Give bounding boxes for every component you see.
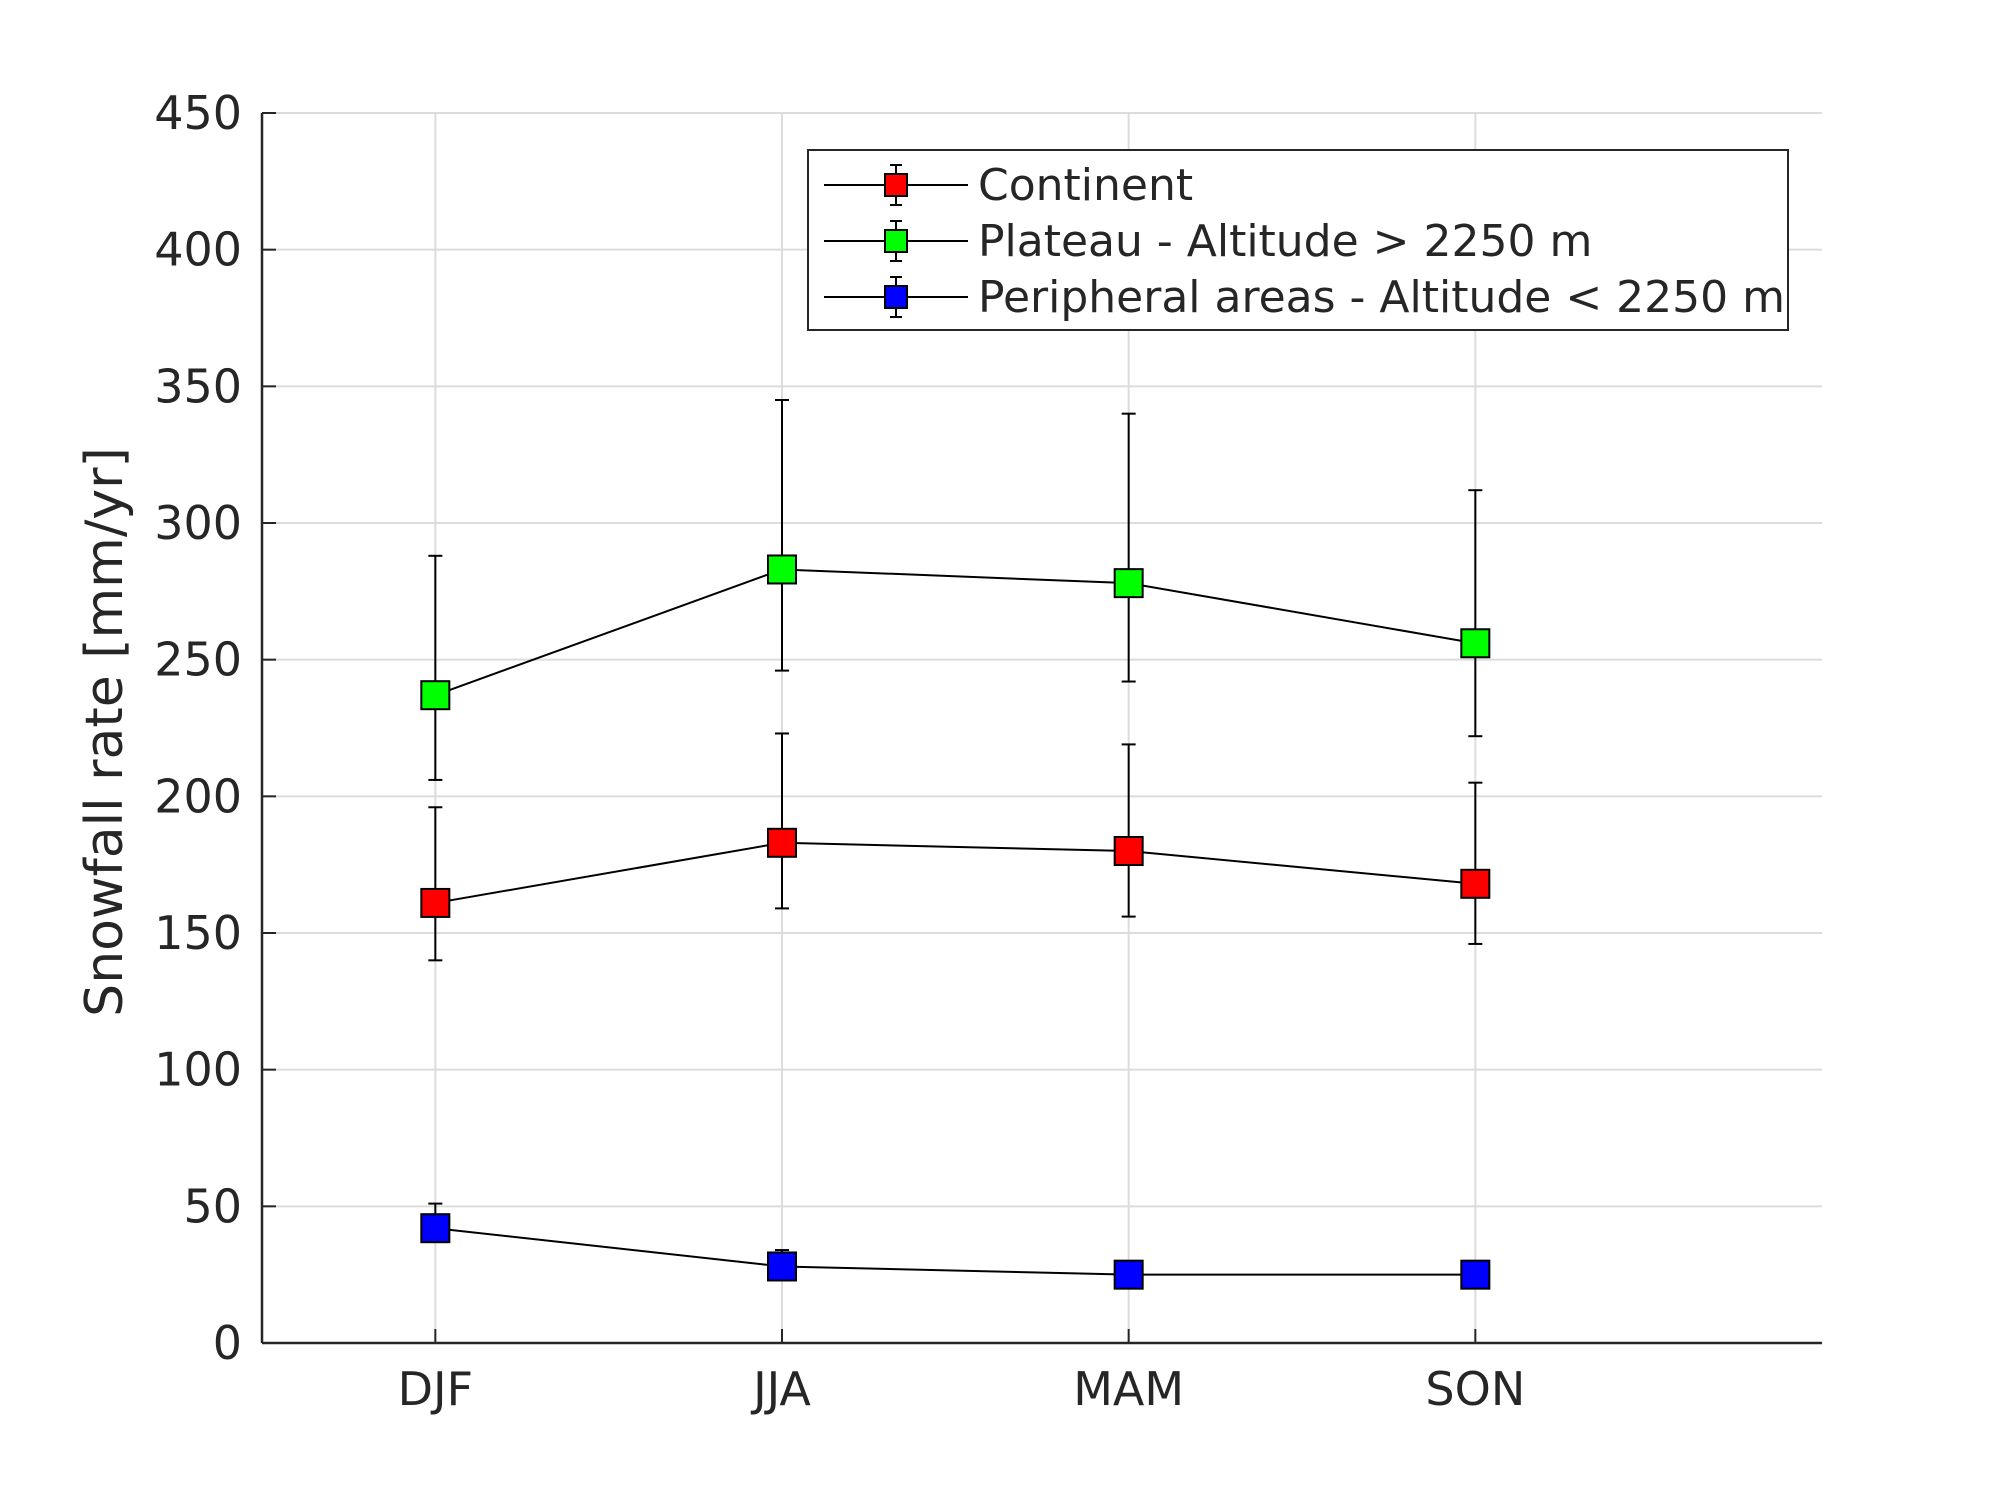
data-point	[1113, 836, 1144, 866]
data-point	[767, 1251, 797, 1282]
data-point	[1113, 568, 1144, 599]
y-tick-label: 200	[154, 769, 242, 823]
legend-label: Plateau - Altitude > 2250 m	[978, 216, 1592, 267]
data-point	[420, 1213, 451, 1244]
legend-item: Continent	[824, 160, 1193, 211]
x-tick-labels: DJF JJA MAM SON	[398, 1362, 1526, 1416]
y-tick-label: 250	[154, 633, 242, 687]
data-point	[1460, 628, 1491, 659]
y-tick-label: 350	[154, 359, 242, 413]
y-tick-label: 400	[154, 223, 242, 277]
legend-marker	[884, 173, 908, 197]
x-tick-label: MAM	[1073, 1362, 1184, 1416]
series-1	[420, 732, 1491, 962]
data-point	[1460, 868, 1491, 899]
legend-label: Continent	[978, 160, 1193, 211]
series-2	[420, 399, 1491, 781]
data-point	[420, 887, 451, 918]
series-line	[435, 1227, 1476, 1276]
y-tick-labels: 0 50 100 150 200 250 300 350 400 450	[154, 86, 242, 1370]
data-point	[767, 827, 797, 858]
data-point	[1113, 1259, 1144, 1290]
legend-label: Peripheral areas - Altitude < 2250 m	[978, 272, 1785, 323]
y-tick-label: 50	[183, 1179, 242, 1233]
y-tick-label: 300	[154, 496, 242, 550]
y-tick-label: 100	[154, 1043, 242, 1097]
legend-marker	[884, 229, 908, 253]
series-line	[434, 568, 1476, 697]
data-point	[767, 554, 797, 585]
y-axis-title: Snowfall rate [mm/yr]	[75, 447, 135, 1017]
y-tick-label: 0	[213, 1316, 242, 1370]
legend-box	[807, 149, 1789, 331]
x-tick-label: JJA	[750, 1362, 811, 1416]
y-tick-label: 150	[154, 906, 242, 960]
axes	[260, 112, 1822, 1345]
x-tick-label: SON	[1425, 1362, 1525, 1416]
data-point	[420, 680, 451, 711]
legend-item: Peripheral areas - Altitude < 2250 m	[824, 272, 1785, 323]
data-point	[1460, 1259, 1491, 1290]
series	[420, 399, 1491, 1290]
legend-item: Plateau - Altitude > 2250 m	[824, 216, 1592, 267]
series-line	[435, 841, 1476, 904]
series-3	[420, 1202, 1491, 1290]
x-tick-label: DJF	[398, 1362, 473, 1416]
legend-marker	[884, 285, 908, 309]
y-tick-label: 450	[154, 86, 242, 140]
